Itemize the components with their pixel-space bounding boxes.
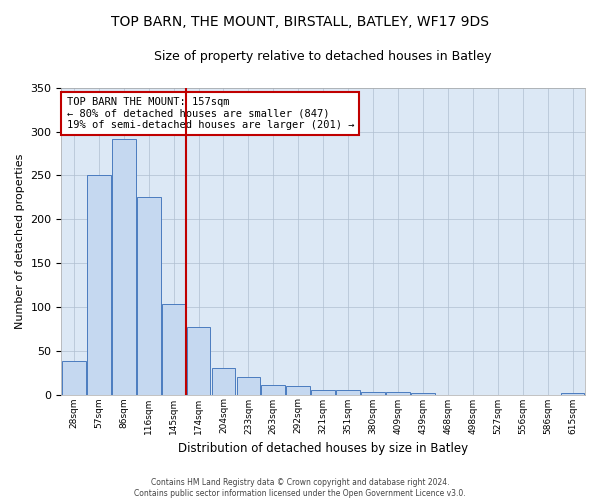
- Y-axis label: Number of detached properties: Number of detached properties: [15, 154, 25, 329]
- Bar: [286, 386, 310, 394]
- Bar: [386, 392, 410, 394]
- Text: TOP BARN, THE MOUNT, BIRSTALL, BATLEY, WF17 9DS: TOP BARN, THE MOUNT, BIRSTALL, BATLEY, W…: [111, 15, 489, 29]
- X-axis label: Distribution of detached houses by size in Batley: Distribution of detached houses by size …: [178, 442, 468, 455]
- Text: TOP BARN THE MOUNT: 157sqm
← 80% of detached houses are smaller (847)
19% of sem: TOP BARN THE MOUNT: 157sqm ← 80% of deta…: [67, 97, 354, 130]
- Bar: [262, 385, 285, 394]
- Bar: [162, 304, 185, 394]
- Bar: [361, 392, 385, 394]
- Bar: [137, 198, 161, 394]
- Bar: [336, 390, 360, 394]
- Bar: [187, 327, 211, 394]
- Bar: [87, 176, 110, 394]
- Text: Contains HM Land Registry data © Crown copyright and database right 2024.
Contai: Contains HM Land Registry data © Crown c…: [134, 478, 466, 498]
- Bar: [62, 361, 86, 394]
- Bar: [112, 140, 136, 394]
- Bar: [212, 368, 235, 394]
- Bar: [311, 390, 335, 394]
- Bar: [560, 393, 584, 394]
- Title: Size of property relative to detached houses in Batley: Size of property relative to detached ho…: [154, 50, 492, 63]
- Bar: [236, 377, 260, 394]
- Bar: [411, 393, 435, 394]
